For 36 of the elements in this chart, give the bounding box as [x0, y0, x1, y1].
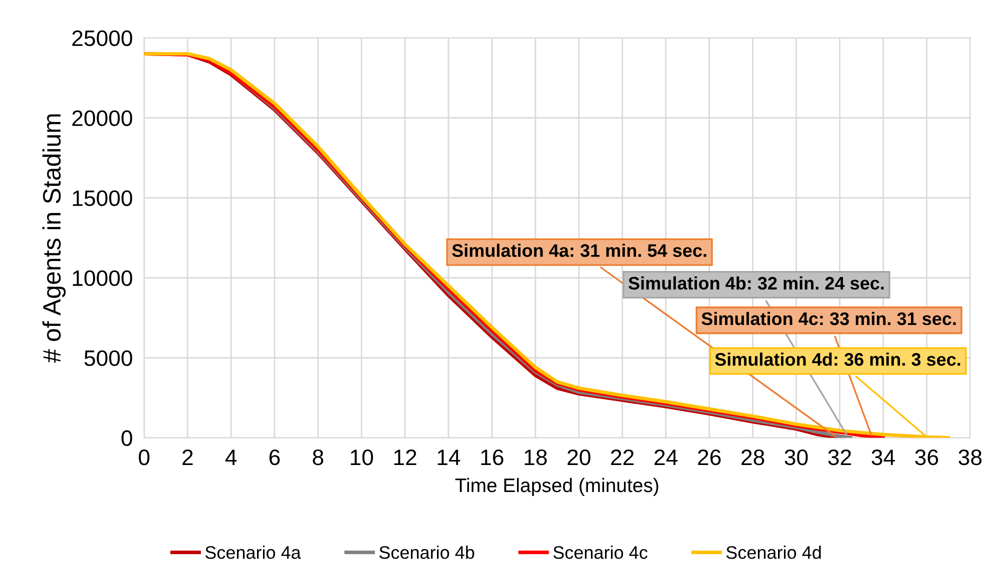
annotation: Simulation 4c: 33 min. 31 sec. — [702, 312, 956, 326]
x-tick-label: 2 — [182, 449, 193, 465]
y-axis-title: # of Agents in Stadium — [42, 114, 66, 363]
legend-label: Scenario 4d — [726, 546, 821, 559]
y-tick-label: 20000 — [72, 110, 132, 126]
y-tick-label: 15000 — [72, 190, 132, 206]
annotation: Simulation 4b: 32 min. 24 sec. — [628, 276, 884, 290]
x-tick-label: 28 — [742, 449, 764, 466]
x-tick-label: 30 — [784, 449, 808, 466]
legend-label: Scenario 4a — [205, 546, 301, 559]
y-tick-label: 5000 — [84, 350, 132, 366]
y-tick-label: 25000 — [72, 30, 132, 46]
x-tick-label: 10 — [350, 449, 373, 466]
x-tick-label: 12 — [394, 449, 416, 465]
annotation: Simulation 4a: 31 min. 54 sec. — [452, 244, 706, 257]
x-tick-label: 16 — [481, 449, 504, 466]
x-tick-label: 36 — [915, 449, 938, 466]
x-tick-label: 26 — [698, 449, 721, 466]
x-tick-label: 22 — [611, 449, 634, 465]
annotation: Simulation 4d: 36 min. 3 sec. — [715, 352, 960, 366]
legend-label: Scenario 4c — [553, 546, 648, 559]
x-tick-label: 18 — [524, 449, 547, 466]
x-tick-label: 38 — [958, 449, 982, 466]
x-tick-label: 24 — [654, 449, 678, 465]
x-tick-label: 8 — [312, 449, 324, 466]
legend-label: Scenario 4b — [379, 546, 474, 559]
x-tick-label: 4 — [225, 450, 237, 465]
y-tick-label: 10000 — [72, 270, 132, 286]
x-tick-label: 20 — [568, 449, 590, 466]
y-tick-label: 0 — [122, 430, 132, 446]
x-tick-label: 14 — [438, 450, 460, 465]
x-tick-label: 34 — [872, 449, 895, 466]
x-tick-label: 0 — [138, 449, 150, 466]
x-axis-title: Time Elapsed (minutes) — [455, 478, 658, 496]
x-tick-label: 32 — [828, 449, 851, 466]
x-tick-label: 6 — [270, 449, 280, 466]
